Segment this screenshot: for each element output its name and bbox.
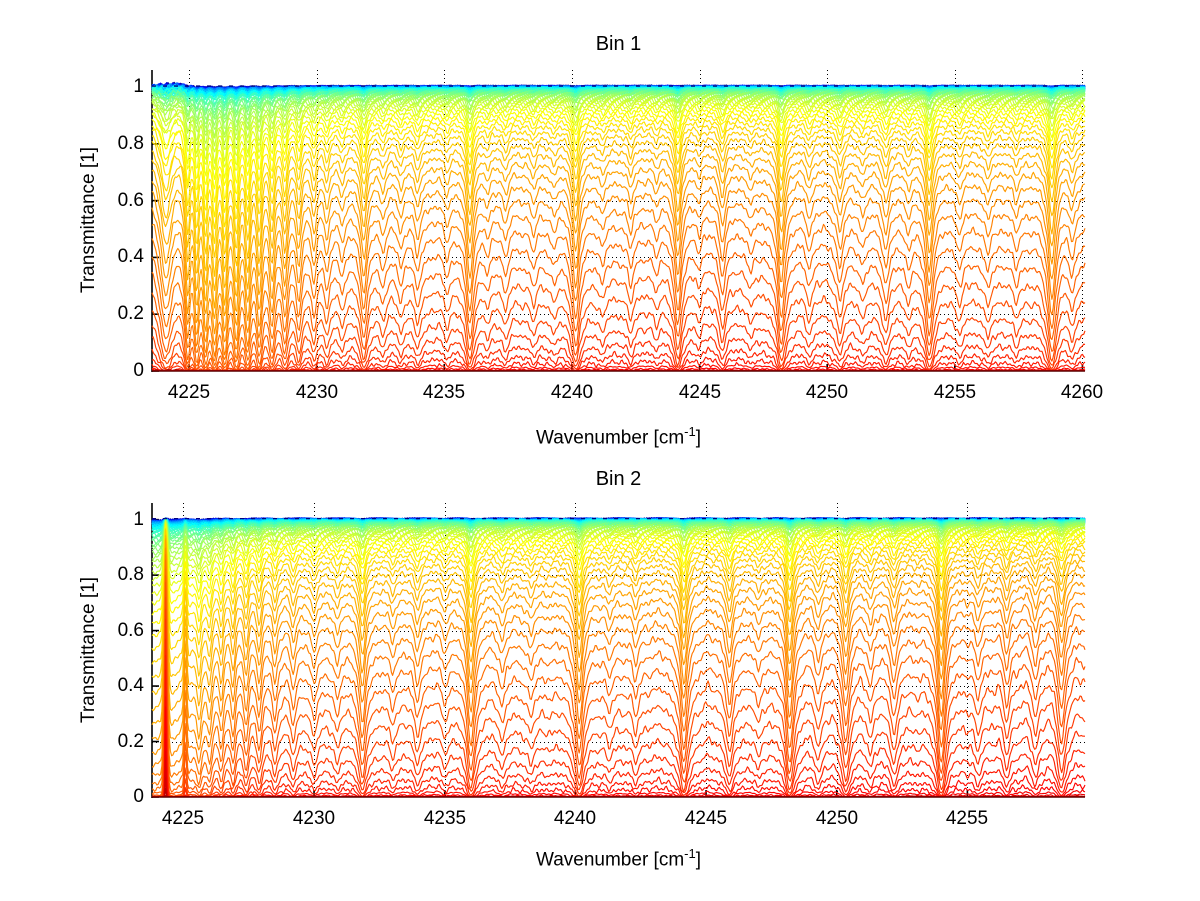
y-tick-label: 0.6 xyxy=(117,190,144,211)
x-tick-label: 4250 xyxy=(815,808,859,829)
bin1-x-axis-label: Wavenumber [cm-1] xyxy=(152,421,1085,449)
bin1-x-axis-label-close: ] xyxy=(695,427,701,449)
y-tick-label: 0.4 xyxy=(117,246,144,267)
y-tick-label: 0 xyxy=(133,786,144,807)
y-tick-label: 0.2 xyxy=(117,731,144,752)
transmittance-curves xyxy=(151,81,1086,372)
bin2-x-axis-label: Wavenumber [cm-1] xyxy=(152,843,1085,871)
y-tick-label: 0.8 xyxy=(117,564,144,585)
bin2-x-axis-label-sup: -1 xyxy=(684,846,696,861)
x-tick-label: 4255 xyxy=(945,808,989,829)
x-tick-label: 4240 xyxy=(550,382,594,403)
y-tick-label: 0.4 xyxy=(117,675,144,696)
y-tick-label: 0.2 xyxy=(117,303,144,324)
bin1-x-axis-label-sup: -1 xyxy=(684,424,696,439)
x-tick-label: 4230 xyxy=(292,808,336,829)
y-tick-label: 0 xyxy=(133,360,144,381)
x-tick-label: 4225 xyxy=(161,808,205,829)
x-tick-label: 4230 xyxy=(295,382,339,403)
bin2-plot-area xyxy=(151,503,1086,798)
x-tick-label: 4255 xyxy=(933,382,977,403)
x-tick-label: 4250 xyxy=(805,382,849,403)
bin2-title: Bin 2 xyxy=(595,468,642,490)
y-tick-label: 0.6 xyxy=(117,620,144,641)
bin2-y-axis-label: Transmittance [1] xyxy=(78,576,99,724)
bin1-title: Bin 1 xyxy=(595,33,642,55)
bin1-y-axis-label: Transmittance [1] xyxy=(78,146,99,294)
y-tick-label: 0.8 xyxy=(117,133,144,154)
bin2-x-axis-label-text: Wavenumber [cm xyxy=(535,849,685,871)
x-tick-label: 4245 xyxy=(684,808,728,829)
x-tick-label: 4245 xyxy=(678,382,722,403)
bin2-x-axis-label-close: ] xyxy=(695,849,701,871)
x-tick-label: 4260 xyxy=(1060,382,1104,403)
bin1-plot-area xyxy=(151,70,1086,372)
x-tick-label: 4225 xyxy=(167,382,211,403)
x-tick-label: 4235 xyxy=(423,808,467,829)
x-tick-label: 4240 xyxy=(553,808,597,829)
y-tick-label: 1 xyxy=(133,76,144,97)
x-tick-label: 4235 xyxy=(422,382,466,403)
transmittance-curves xyxy=(151,516,1086,798)
y-tick-label: 1 xyxy=(133,509,144,530)
bin1-x-axis-label-text: Wavenumber [cm xyxy=(535,427,685,449)
